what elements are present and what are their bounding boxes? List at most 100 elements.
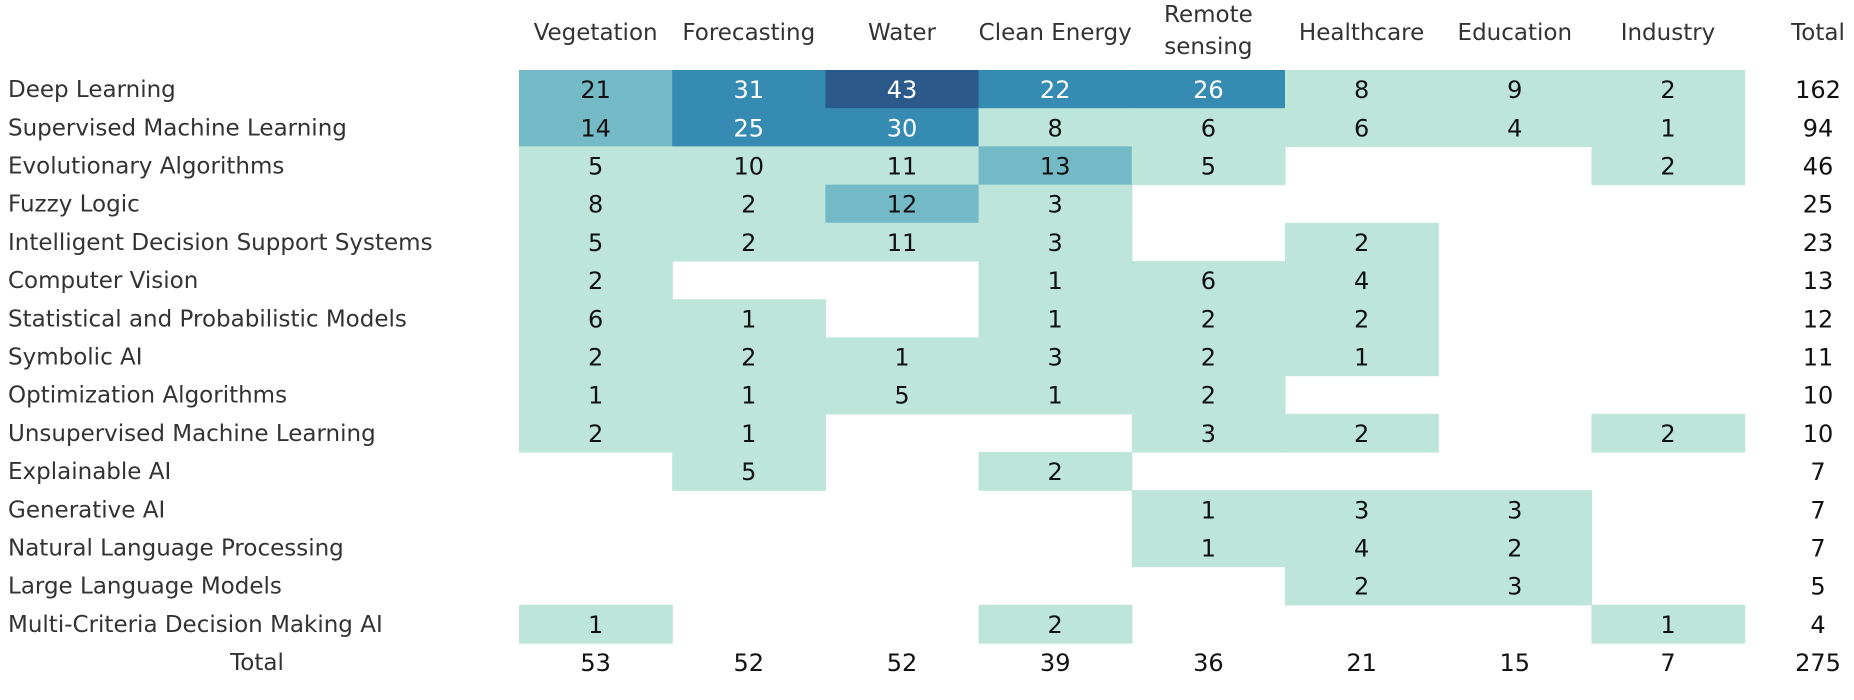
cell-value: 2 (741, 229, 756, 257)
row-label: Supervised Machine Learning (8, 115, 347, 141)
heatmap-cell (825, 70, 980, 109)
cell-value: 22 (1040, 76, 1071, 104)
cell-value: 3 (1507, 496, 1522, 524)
heatmap-cell (1438, 70, 1592, 109)
cell-value: 2 (1048, 458, 1063, 486)
heatmap-cell (978, 452, 1133, 491)
cell-value: 14 (580, 114, 611, 142)
cell-value: 2 (741, 344, 756, 372)
cell-value: 2 (588, 420, 603, 448)
cell-value: 3 (1201, 420, 1216, 448)
heatmap-cell (1438, 108, 1592, 147)
cell-value: 3 (1507, 573, 1522, 601)
heatmap-cell (825, 222, 980, 262)
cell-value: 1 (1048, 305, 1063, 333)
row-label: Deep Learning (8, 77, 176, 103)
row-label: Natural Language Processing (8, 536, 344, 562)
row-total: 7 (1810, 458, 1825, 486)
heatmap-cell (1131, 70, 1286, 109)
column-header: Education (1458, 20, 1573, 46)
cell-value: 4 (1354, 535, 1369, 563)
cell-value: 5 (741, 458, 756, 486)
row-total: 5 (1810, 573, 1825, 601)
cell-value: 4 (1354, 267, 1369, 295)
row-label: Statistical and Probabilistic Models (8, 306, 407, 332)
heatmap-cell (978, 108, 1133, 147)
heatmap-cell (672, 299, 826, 338)
row-label: Fuzzy Logic (8, 192, 140, 218)
heatmap-cell (672, 108, 826, 147)
heatmap-cell (672, 222, 826, 262)
column-header: Forecasting (682, 20, 815, 46)
heatmap-cell (519, 222, 673, 262)
cell-value: 30 (887, 114, 918, 142)
heatmap-cell (519, 108, 673, 147)
heatmap-cell (672, 375, 826, 415)
cell-value: 2 (1048, 611, 1063, 639)
cell-value: 1 (1048, 382, 1063, 410)
row-label: Intelligent Decision Support Systems (8, 230, 433, 256)
column-header: Healthcare (1299, 20, 1424, 46)
heatmap-cell (1285, 299, 1439, 338)
cell-value: 5 (588, 153, 603, 181)
heatmap-cell (1591, 413, 1746, 453)
heatmap-cell (1131, 146, 1286, 186)
cell-value: 1 (741, 420, 756, 448)
cell-value: 13 (1040, 153, 1071, 181)
heatmap-cell (978, 261, 1133, 300)
column-header: Remote sensing (1164, 2, 1253, 60)
heatmap-cell (978, 604, 1133, 644)
heatmap-cell (1285, 528, 1439, 568)
cell-value: 8 (1354, 76, 1369, 104)
heatmap-cell (978, 222, 1133, 262)
heatmap-cell (1285, 490, 1439, 529)
heatmap-cell (1285, 222, 1439, 262)
cell-value: 2 (1354, 420, 1369, 448)
column-header: Clean Energy (979, 20, 1132, 46)
row-label: Large Language Models (8, 574, 282, 600)
heatmap-cell (1131, 528, 1286, 568)
row-label: Symbolic AI (8, 345, 143, 371)
cell-value: 1 (1660, 611, 1675, 639)
heatmap-cell (672, 70, 826, 109)
row-total: 11 (1803, 344, 1834, 372)
cell-value: 1 (1660, 114, 1675, 142)
row-labels: Deep Learning Supervised Machine Learning… (8, 77, 433, 638)
heatmap-cell (672, 452, 826, 491)
row-total: 162 (1795, 76, 1841, 104)
cell-value: 11 (887, 229, 918, 257)
cell-value: 26 (1193, 76, 1224, 104)
cell-value: 2 (588, 267, 603, 295)
cell-value: 5 (894, 382, 909, 410)
cell-value: 31 (734, 76, 765, 104)
heatmap-cell (672, 413, 826, 453)
heatmap-cell (978, 375, 1133, 415)
row-total: 7 (1810, 535, 1825, 563)
row-total: 7 (1810, 496, 1825, 524)
row-label: Computer Vision (8, 268, 198, 294)
column-total: 52 (887, 649, 918, 677)
heatmap-cell (978, 337, 1133, 377)
heatmap-cell (519, 70, 673, 109)
cell-value: 3 (1354, 496, 1369, 524)
cell-value: 8 (588, 191, 603, 219)
column-header: Vegetation (534, 20, 658, 46)
cell-value: 9 (1507, 76, 1522, 104)
heatmap-cell (1591, 604, 1746, 644)
cell-value: 1 (1354, 344, 1369, 372)
column-total: 7 (1660, 649, 1675, 677)
heatmap-cell (519, 413, 673, 453)
row-label: Unsupervised Machine Learning (8, 421, 376, 447)
heatmap-cell (978, 299, 1133, 338)
heatmap-cell (1285, 413, 1439, 453)
cell-value: 2 (1201, 305, 1216, 333)
cell-value: 1 (588, 611, 603, 639)
cell-value: 6 (1354, 114, 1369, 142)
cell-value: 1 (588, 382, 603, 410)
heatmap-cell (825, 146, 980, 186)
heatmap-cell (519, 375, 673, 415)
cell-value: 21 (580, 76, 611, 104)
heatmap-cell (519, 146, 673, 186)
heatmap-cell (978, 70, 1133, 109)
heatmap-cell (1131, 337, 1286, 377)
